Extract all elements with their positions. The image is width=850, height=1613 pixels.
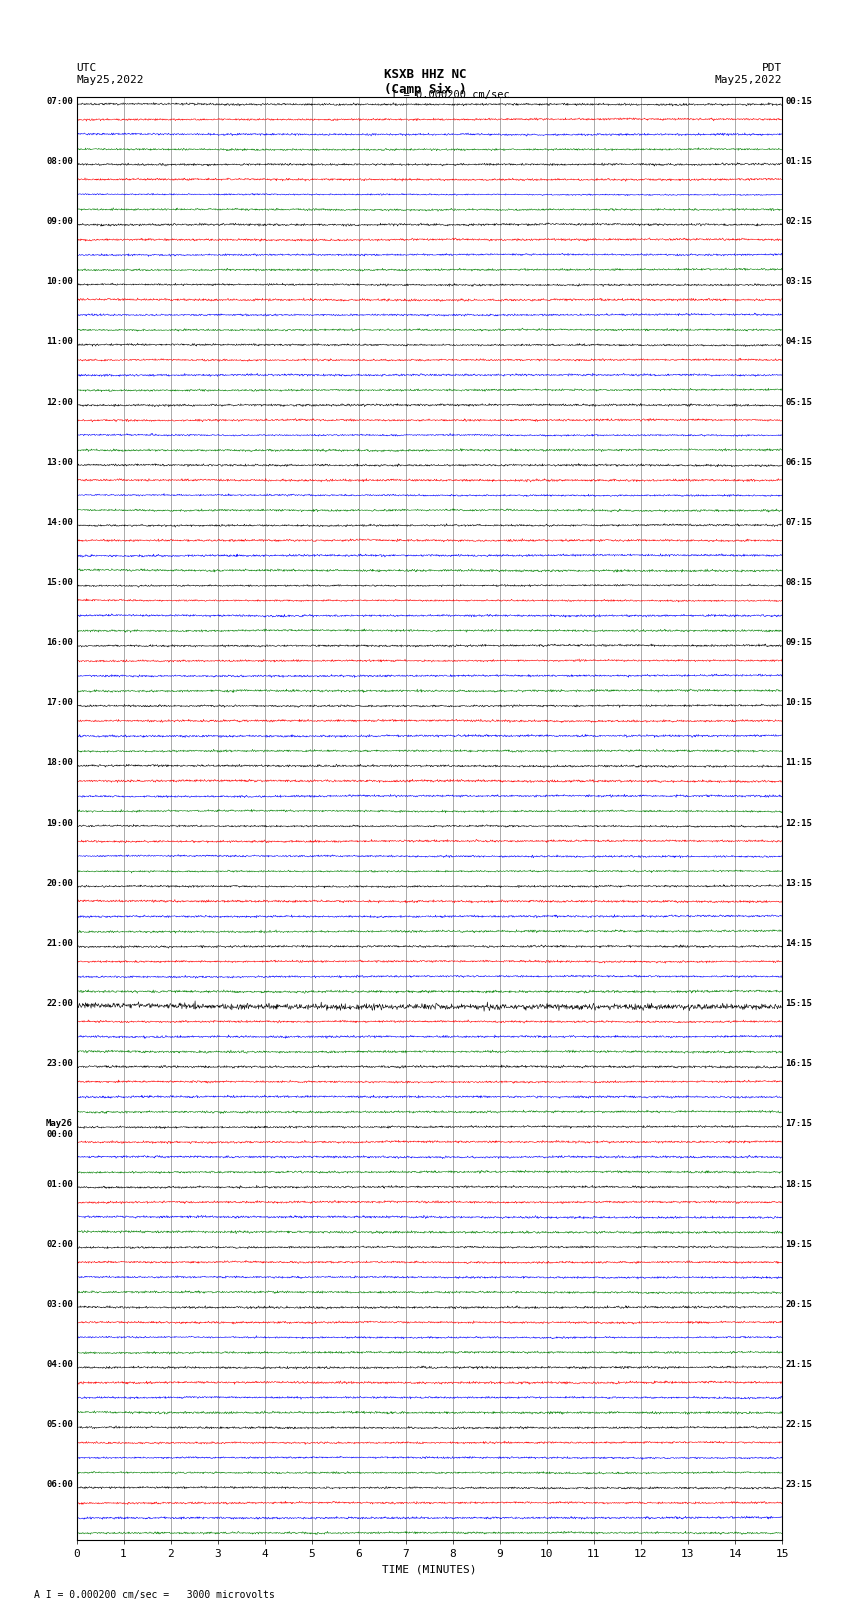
Text: 15:00: 15:00 xyxy=(46,577,73,587)
Text: 17:15: 17:15 xyxy=(785,1119,813,1129)
Text: 12:00: 12:00 xyxy=(46,397,73,406)
X-axis label: TIME (MINUTES): TIME (MINUTES) xyxy=(382,1565,477,1574)
Text: 22:15: 22:15 xyxy=(785,1419,813,1429)
Text: 03:00: 03:00 xyxy=(46,1300,73,1308)
Text: 13:00: 13:00 xyxy=(46,458,73,466)
Text: 04:15: 04:15 xyxy=(785,337,813,347)
Text: 14:00: 14:00 xyxy=(46,518,73,527)
Text: 01:15: 01:15 xyxy=(785,156,813,166)
Text: 21:15: 21:15 xyxy=(785,1360,813,1369)
Text: 07:00: 07:00 xyxy=(46,97,73,106)
Text: 03:15: 03:15 xyxy=(785,277,813,286)
Text: 19:00: 19:00 xyxy=(46,819,73,827)
Text: 10:00: 10:00 xyxy=(46,277,73,286)
Text: 00:15: 00:15 xyxy=(785,97,813,106)
Text: 07:15: 07:15 xyxy=(785,518,813,527)
Text: 11:00: 11:00 xyxy=(46,337,73,347)
Text: 15:15: 15:15 xyxy=(785,998,813,1008)
Text: 16:15: 16:15 xyxy=(785,1060,813,1068)
Text: 05:00: 05:00 xyxy=(46,1419,73,1429)
Text: 23:15: 23:15 xyxy=(785,1481,813,1489)
Text: 09:00: 09:00 xyxy=(46,218,73,226)
Text: 04:00: 04:00 xyxy=(46,1360,73,1369)
Text: 06:00: 06:00 xyxy=(46,1481,73,1489)
Text: 06:15: 06:15 xyxy=(785,458,813,466)
Text: 13:15: 13:15 xyxy=(785,879,813,887)
Text: 02:15: 02:15 xyxy=(785,218,813,226)
Text: 05:15: 05:15 xyxy=(785,397,813,406)
Text: 20:00: 20:00 xyxy=(46,879,73,887)
Text: PDT
May25,2022: PDT May25,2022 xyxy=(715,63,782,84)
Text: 18:15: 18:15 xyxy=(785,1179,813,1189)
Text: 18:00: 18:00 xyxy=(46,758,73,768)
Text: 21:00: 21:00 xyxy=(46,939,73,948)
Text: 08:00: 08:00 xyxy=(46,156,73,166)
Text: 17:00: 17:00 xyxy=(46,698,73,706)
Text: 01:00: 01:00 xyxy=(46,1179,73,1189)
Text: 14:15: 14:15 xyxy=(785,939,813,948)
Text: May26
00:00: May26 00:00 xyxy=(46,1119,73,1139)
Text: KSXB HHZ NC
(Camp Six ): KSXB HHZ NC (Camp Six ) xyxy=(383,68,467,95)
Text: I = 0.000200 cm/sec: I = 0.000200 cm/sec xyxy=(391,90,510,100)
Text: 02:00: 02:00 xyxy=(46,1240,73,1248)
Text: 08:15: 08:15 xyxy=(785,577,813,587)
Text: 11:15: 11:15 xyxy=(785,758,813,768)
Text: 12:15: 12:15 xyxy=(785,819,813,827)
Text: 23:00: 23:00 xyxy=(46,1060,73,1068)
Text: 10:15: 10:15 xyxy=(785,698,813,706)
Text: 20:15: 20:15 xyxy=(785,1300,813,1308)
Text: 16:00: 16:00 xyxy=(46,639,73,647)
Text: 09:15: 09:15 xyxy=(785,639,813,647)
Text: 19:15: 19:15 xyxy=(785,1240,813,1248)
Text: 22:00: 22:00 xyxy=(46,998,73,1008)
Text: A I = 0.000200 cm/sec =   3000 microvolts: A I = 0.000200 cm/sec = 3000 microvolts xyxy=(34,1590,275,1600)
Text: UTC
May25,2022: UTC May25,2022 xyxy=(76,63,144,84)
